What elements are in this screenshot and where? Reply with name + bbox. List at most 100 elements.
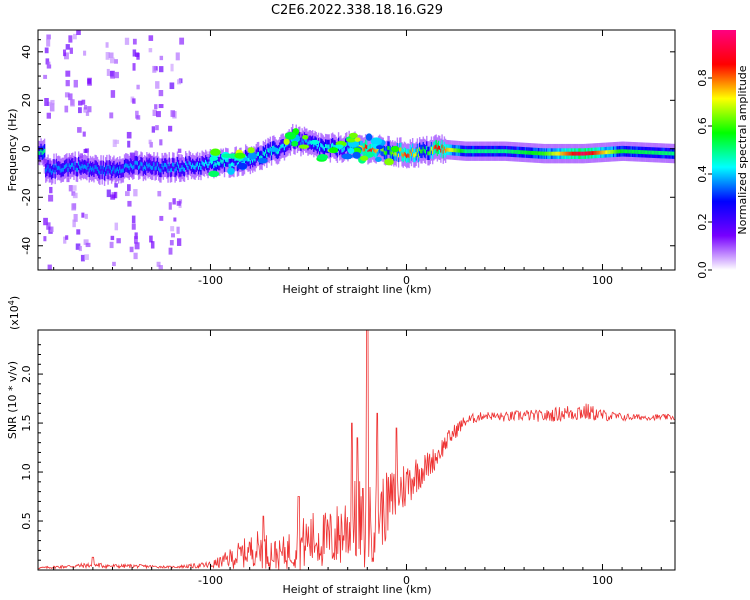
- spectrogram-ridge-core: [243, 160, 246, 165]
- spectrogram-ridge-core: [566, 151, 568, 156]
- spectrogram-ridge-core: [374, 148, 376, 153]
- spectrogram-ridge-core: [671, 151, 674, 156]
- spectrogram-noise-cell: [148, 48, 153, 53]
- spectrogram-blob: [352, 151, 361, 159]
- spectrogram-ridge-core: [567, 151, 569, 156]
- spectrogram-ridge-core: [484, 149, 487, 154]
- spectrogram-ridge-core: [580, 151, 582, 156]
- spectrogram-noise-cell: [158, 265, 163, 270]
- spectrogram-ridge-core: [110, 169, 113, 174]
- spectrogram-ridge-core: [307, 141, 309, 146]
- spectrogram-ridge-core: [541, 151, 543, 156]
- spectrogram-ridge-core: [289, 141, 292, 146]
- spectrogram-ridge-core: [195, 163, 197, 168]
- spectrogram-ridge-core: [323, 146, 326, 151]
- colorbar-tick-label: 0.6: [696, 117, 709, 135]
- spectrogram-ridge-core: [86, 166, 88, 171]
- spectrogram-ridge-core: [488, 149, 490, 154]
- spectrogram-ridge-core: [603, 150, 606, 155]
- spectrogram-noise-cell: [133, 189, 138, 197]
- spectrogram-ridge-core: [149, 164, 152, 169]
- spectrogram-ridge-core: [386, 150, 388, 155]
- spectrogram-ridge-core: [569, 151, 571, 156]
- spectrogram-ridge-core: [42, 150, 45, 155]
- spectrogram-ridge-core: [105, 167, 107, 172]
- spectrogram-ridge-core: [577, 151, 580, 156]
- spectrogram-ridge-core: [112, 167, 114, 172]
- spectrogram-ridge-core: [136, 161, 139, 166]
- spectrogram-ridge-core: [148, 162, 150, 167]
- spectrogram-ridge-core: [451, 148, 454, 153]
- spectrogram-ridge-core: [70, 163, 73, 168]
- spectrogram-ridge-core: [126, 163, 128, 168]
- spectrogram-noise-cell: [134, 242, 140, 250]
- spectrogram-ridge-core: [192, 163, 194, 168]
- spectrogram-ridge-core: [401, 152, 403, 157]
- spectrogram-ridge-core: [493, 149, 495, 154]
- spectrogram-ridge-core: [259, 156, 261, 160]
- spectrogram-ridge-core: [546, 151, 548, 156]
- spectrogram-ridge-core: [201, 160, 203, 165]
- spectrogram-ridge-core: [469, 149, 471, 154]
- spectrogram-blob: [247, 147, 255, 154]
- spectrogram-noise-cell: [105, 52, 110, 60]
- spectrogram-ridge-core: [416, 148, 419, 153]
- spectrogram-ridge-core: [483, 149, 486, 154]
- spectrogram-ridge-core: [479, 149, 481, 154]
- spectrogram-blob: [298, 144, 310, 149]
- spectrogram-ridge-core: [140, 161, 142, 166]
- spectrogram-blob: [329, 147, 339, 154]
- spectrogram-ridge-core: [280, 144, 282, 149]
- spectrogram-ridge-core: [654, 150, 656, 155]
- spectrogram-ridge-core: [473, 149, 475, 154]
- spectrogram-ridge-core: [481, 149, 483, 154]
- spectrogram-y-tick-label: -20: [20, 188, 33, 206]
- spectrogram-ridge-core: [163, 163, 166, 167]
- spectrogram-ridge-core: [217, 161, 220, 166]
- spectrogram-noise-cell: [78, 245, 82, 252]
- spectrogram-ridge-core: [643, 150, 646, 155]
- spectrogram-ridge-core: [598, 150, 601, 155]
- spectrogram-noise-cell: [114, 191, 118, 199]
- spectrogram-noise-cell: [114, 59, 118, 64]
- spectrogram-noise-cell: [71, 203, 77, 211]
- spectrogram-ridge-core: [147, 164, 149, 169]
- spectrogram-ridge-core: [61, 167, 63, 172]
- spectrogram-ridge-core: [573, 151, 575, 156]
- spectrogram-ridge-core: [420, 149, 422, 154]
- spectrogram-ridge-core: [302, 140, 304, 145]
- spectrogram-ridge-core: [467, 149, 469, 154]
- spectrogram-ridge-core: [514, 149, 516, 154]
- spectrogram-ridge-core: [645, 150, 648, 155]
- colorbar: 0.0 0.2 0.4 0.6 0.8 Normalized spectral ampl…: [696, 30, 749, 279]
- spectrogram-noise-cell: [172, 198, 176, 205]
- spectrogram-ridge-core: [257, 152, 260, 156]
- spectrogram-noise-cell: [70, 99, 75, 107]
- snr-frame: [37, 329, 676, 571]
- spectrogram-ridge-core: [208, 161, 210, 166]
- spectrogram-ridge-core: [427, 151, 429, 156]
- spectrogram-ridge-core: [123, 164, 126, 169]
- spectrogram-noise-cell: [114, 222, 119, 231]
- spectrogram-ridge-core: [500, 149, 502, 154]
- spectrogram-ridge-core: [129, 162, 132, 167]
- spectrogram-ridge-core: [526, 150, 528, 155]
- spectrogram-x-axis-label: Height of straight line (km): [282, 283, 431, 296]
- spectrogram-ridge-core: [279, 147, 281, 152]
- spectrogram-ridge-core: [155, 165, 157, 170]
- spectrogram-blob: [221, 153, 233, 158]
- spectrogram-ridge-core: [589, 151, 591, 156]
- spectrogram-ridge-core: [503, 149, 506, 154]
- spectrogram-blob: [317, 153, 329, 160]
- spectrogram-noise-cell: [81, 99, 86, 105]
- spectrogram-noise-cell: [159, 55, 164, 61]
- spectrogram-ridge-core: [516, 150, 519, 154]
- spectrogram-ridge-core: [66, 163, 68, 168]
- spectrogram-noise-cell: [152, 109, 158, 117]
- spectrogram-ridge-core: [517, 150, 520, 154]
- snr-x-tick-label: 0: [403, 574, 410, 587]
- spectrogram-noise-cell: [159, 139, 163, 146]
- spectrogram-ridge-core: [177, 164, 180, 169]
- spectrogram-x-tick-label: 100: [592, 274, 613, 287]
- spectrogram-ridge-core: [504, 149, 507, 154]
